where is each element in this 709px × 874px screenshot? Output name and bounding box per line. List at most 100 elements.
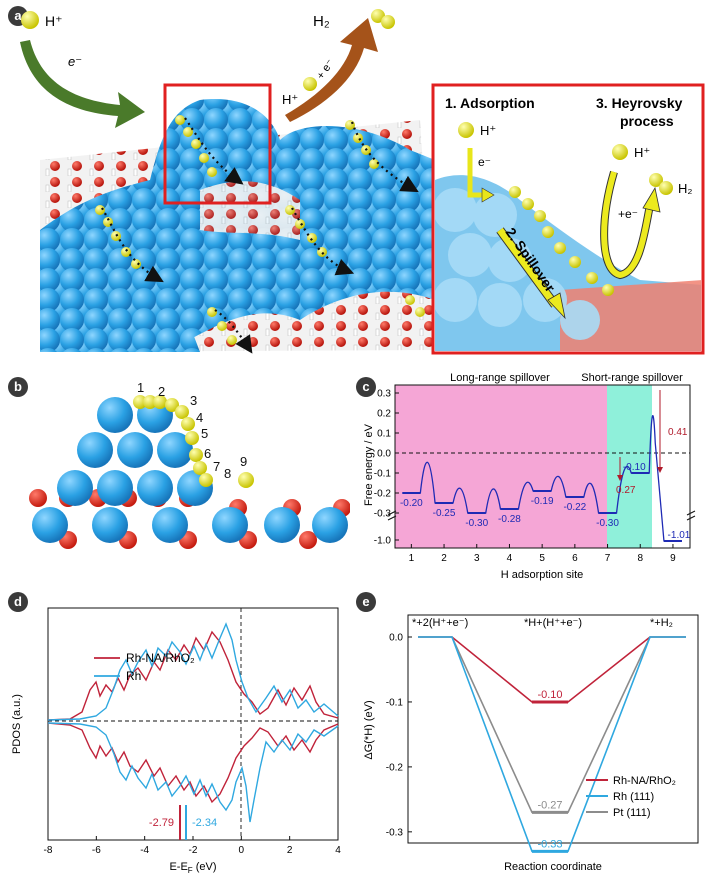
c-ytick-label: 0.3	[377, 389, 391, 400]
site-label-9: 9	[240, 454, 247, 469]
c-ytick-label: -1.0	[374, 536, 392, 547]
region-short-range	[607, 385, 652, 548]
d-xtick-label: -8	[44, 845, 53, 856]
h-plus-label: H⁺	[45, 13, 63, 29]
rh-pdos-up	[47, 622, 339, 721]
c-xtick-label: 7	[605, 553, 611, 564]
electron-transfer-arrow	[20, 40, 145, 128]
c-ytick-label: -0.1	[374, 469, 392, 480]
e-xlabel: Reaction coordinate	[504, 861, 602, 873]
c-level-label: -0.20	[400, 498, 423, 509]
e-level-label: -0.33	[537, 838, 562, 850]
c-ytick-label: 0.2	[377, 409, 391, 420]
c-level-label: -0.19	[531, 496, 554, 507]
rh-pdos-down	[47, 722, 339, 823]
panel-d-pdos: Rh-NA/RhO₂ Rh -2.79 -2.34 -8 -6 -4 -2 0 2 4 PD…	[11, 607, 341, 874]
panel-a: H⁺ e⁻ H₂ H⁺ + e⁻ 1. Adsorption H⁺	[20, 9, 705, 355]
c-ytick-label: 0.0	[377, 449, 391, 460]
region-long-label: Long-range spillover	[450, 372, 550, 384]
e-level-label: -0.27	[537, 799, 562, 811]
barrier-label-041: 0.41	[668, 427, 688, 438]
d-xtick-label: 4	[335, 845, 341, 856]
panel-e-gibbs: *+2(H⁺+e⁻) *H+(H⁺+e⁻) *+H₂ 0.0 -0.1 -0.2 -0…	[363, 614, 699, 873]
mechanism-inset: 1. Adsorption H⁺ e⁻ 2. Spillover 3. Heyr…	[431, 83, 705, 355]
d-ylabel: PDOS (a.u.)	[11, 694, 23, 754]
c-xlabel: H adsorption site	[501, 569, 584, 581]
dband-value-rhna: -2.79	[149, 817, 174, 829]
c-ylabel: Free energy / eV	[363, 423, 375, 506]
inset-h2: H₂	[678, 181, 692, 196]
c-energy-profile	[402, 415, 682, 542]
c-level-label: -0.22	[563, 502, 586, 513]
e-ylabel: ΔG(*H) (eV)	[363, 700, 375, 759]
h-plus-mid-label: H⁺	[282, 92, 298, 107]
c-xtick-label: 8	[637, 553, 643, 564]
e-legend-label: Pt (111)	[613, 807, 651, 819]
inset-adsorption: 1. Adsorption	[445, 95, 535, 111]
proton-sphere	[21, 11, 39, 29]
panel-label-e: e	[356, 592, 376, 612]
c-ytick-label: -0.3	[374, 509, 392, 520]
inset-heyrovsky-2: process	[620, 113, 674, 129]
e-profile-line	[418, 636, 686, 853]
panel-b-model: 1 2 3 4 5 6 7 8 9	[29, 380, 350, 549]
site-label-8: 8	[224, 466, 231, 481]
e-ytick-label: -0.3	[386, 827, 404, 838]
spillover-paths	[95, 115, 425, 345]
inset-h-plus: H⁺	[480, 123, 496, 138]
inset-electron: e⁻	[478, 155, 491, 169]
barrier-label-027: 0.27	[616, 485, 636, 496]
e-ytick-label: -0.2	[386, 762, 404, 773]
site-label-1: 1	[137, 380, 144, 395]
site-label-2: 2	[158, 384, 165, 399]
c-xtick-label: 2	[441, 553, 447, 564]
region-short-label: Short-range spillover	[581, 372, 683, 384]
c-xtick-label: 9	[670, 553, 676, 564]
c-xtick-label: 5	[539, 553, 545, 564]
inset-plus-e: +e⁻	[618, 207, 638, 221]
state-left: *+2(H⁺+e⁻)	[412, 617, 468, 629]
c-xtick-label: 4	[507, 553, 513, 564]
panel-c-chart: Long-range spillover Short-range spillov…	[363, 372, 696, 581]
d-xtick-label: -2	[189, 845, 198, 856]
dband-value-rh: -2.34	[192, 817, 217, 829]
e-legend-label: Rh-NA/RhO₂	[613, 775, 676, 787]
state-mid: *H+(H⁺+e⁻)	[524, 617, 582, 629]
d-xtick-label: 2	[287, 845, 293, 856]
e-ytick-label: -0.1	[386, 697, 404, 708]
d-xlabel: E-EF (eV)	[169, 861, 216, 874]
c-level-label: -0.25	[433, 508, 456, 519]
region-long-range	[395, 385, 607, 548]
legend-rhna: Rh-NA/RhO₂	[126, 651, 195, 665]
h2-label: H₂	[313, 13, 330, 30]
inset-heyrovsky-1: 3. Heyrovsky	[596, 95, 683, 111]
d-xtick-label: -4	[140, 845, 149, 856]
legend-rh: Rh	[126, 669, 141, 683]
inset-h-plus-2: H⁺	[634, 145, 650, 160]
state-right: *+H₂	[650, 617, 673, 629]
e-ytick-label: 0.0	[389, 633, 403, 644]
e-legend-label: Rh (111)	[613, 791, 654, 803]
c-level-label: -0.10	[623, 462, 646, 473]
site-label-6: 6	[204, 446, 211, 461]
d-xtick-label: -6	[92, 845, 101, 856]
c-xtick-label: 6	[572, 553, 578, 564]
e-level-label: -0.10	[537, 689, 562, 701]
panel-label-b: b	[8, 377, 28, 397]
rhna-pdos-up	[47, 630, 339, 721]
site-label-7: 7	[213, 459, 220, 474]
c-level-label: -0.28	[498, 514, 521, 525]
c-ytick-label: 0.1	[377, 429, 391, 440]
panel-label-d: d	[8, 592, 28, 612]
rhna-pdos-down	[47, 722, 339, 804]
c-xtick-label: 1	[409, 553, 415, 564]
d-xtick-label: 0	[239, 845, 245, 856]
c-ytick-label: -0.2	[374, 489, 392, 500]
c-level-label: -0.30	[596, 518, 619, 529]
panel-label-c: c	[356, 377, 376, 397]
zoom-region-box	[163, 83, 272, 205]
site-label-5: 5	[201, 426, 208, 441]
site-label-3: 3	[190, 393, 197, 408]
c-level-label: -0.30	[465, 518, 488, 529]
electron-label: e⁻	[68, 54, 82, 69]
